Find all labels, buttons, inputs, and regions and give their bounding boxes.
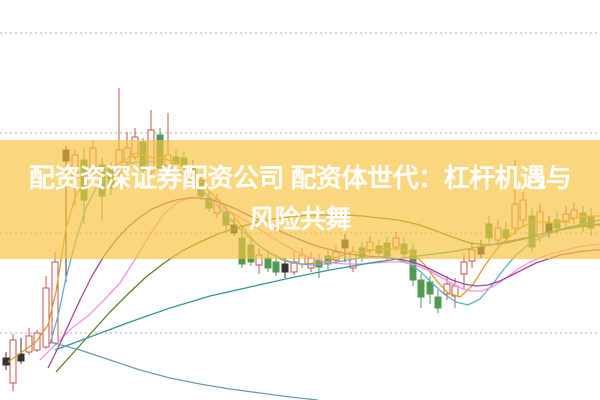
candlestick-chart (0, 32, 600, 400)
article-header-image: 配资资深证券配资公司 配资体世代：杠杆机遇与 风险共舞 (0, 32, 600, 400)
